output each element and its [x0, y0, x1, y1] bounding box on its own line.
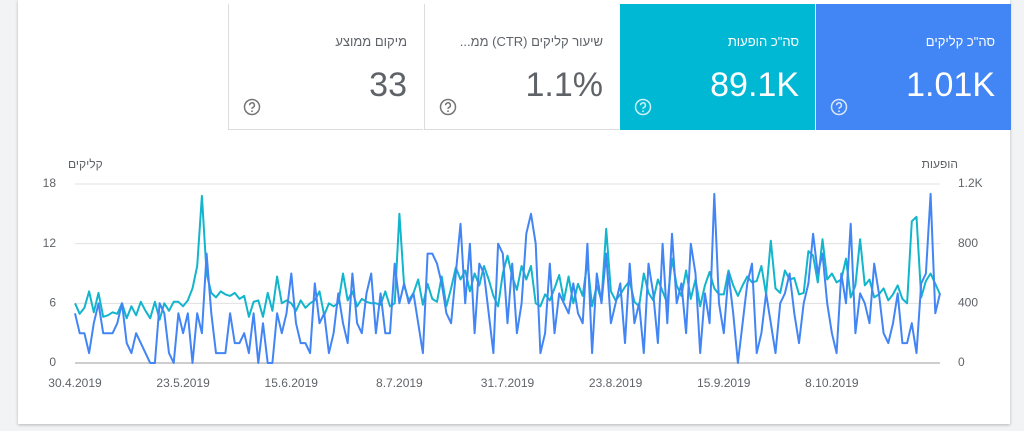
metric-card[interactable]: מיקום ממוצע 33: [228, 4, 423, 130]
x-tick-label: 30.4.2019: [48, 376, 102, 390]
y-axis-label: קליקים: [68, 157, 103, 171]
help-icon[interactable]: [634, 98, 652, 116]
y2-tick-label: 1.2K: [958, 176, 983, 190]
metric-value: 1.01K: [906, 66, 995, 104]
metric-value: 33: [369, 66, 407, 104]
y2-tick-label: 800: [958, 236, 978, 250]
x-tick-label: 23.8.2019: [589, 376, 643, 390]
metric-card[interactable]: סה"כ קליקים 1.01K: [816, 4, 1011, 130]
help-icon[interactable]: [439, 98, 457, 116]
series-line: [74, 192, 941, 364]
y-tick-label: 0: [49, 355, 56, 369]
x-tick-label: 23.5.2019: [156, 376, 210, 390]
y-tick-label: 12: [43, 236, 57, 250]
metric-title: שיעור קליקים (CTR) ממ...: [459, 34, 603, 49]
x-tick-label: 8.10.2019: [805, 376, 859, 390]
chart: קליקים הופעות 0 6 12 18 0 400 800 1.2K 30.4.2019 23…: [43, 157, 983, 390]
metric-title: מיקום ממוצע: [335, 34, 407, 49]
y2-tick-label: 400: [958, 296, 978, 310]
metric-title: סה"כ קליקים: [925, 34, 995, 49]
help-icon[interactable]: [830, 98, 848, 116]
y2-tick-label: 0: [958, 355, 965, 369]
y-tick-label: 6: [49, 296, 56, 310]
performance-panel: קליקים הופעות 0 6 12 18 0 400 800 1.2K 30.4.2019 23…: [18, 0, 1011, 424]
metric-value: 89.1K: [710, 66, 799, 104]
x-tick-label: 15.6.2019: [265, 376, 319, 390]
series-line: [74, 194, 941, 321]
x-tick-label: 31.7.2019: [481, 376, 535, 390]
x-tick-label: 8.7.2019: [376, 376, 423, 390]
x-tick-label: 15.9.2019: [697, 376, 751, 390]
metric-card[interactable]: שיעור קליקים (CTR) ממ... 1.1%: [424, 4, 619, 130]
help-icon[interactable]: [243, 98, 261, 116]
y2-axis-label: הופעות: [922, 157, 958, 171]
metric-title: סה"כ הופעות: [727, 34, 799, 49]
y-tick-label: 18: [43, 176, 57, 190]
metric-value: 1.1%: [525, 66, 604, 104]
metric-card[interactable]: סה"כ הופעות 89.1K: [620, 4, 815, 130]
